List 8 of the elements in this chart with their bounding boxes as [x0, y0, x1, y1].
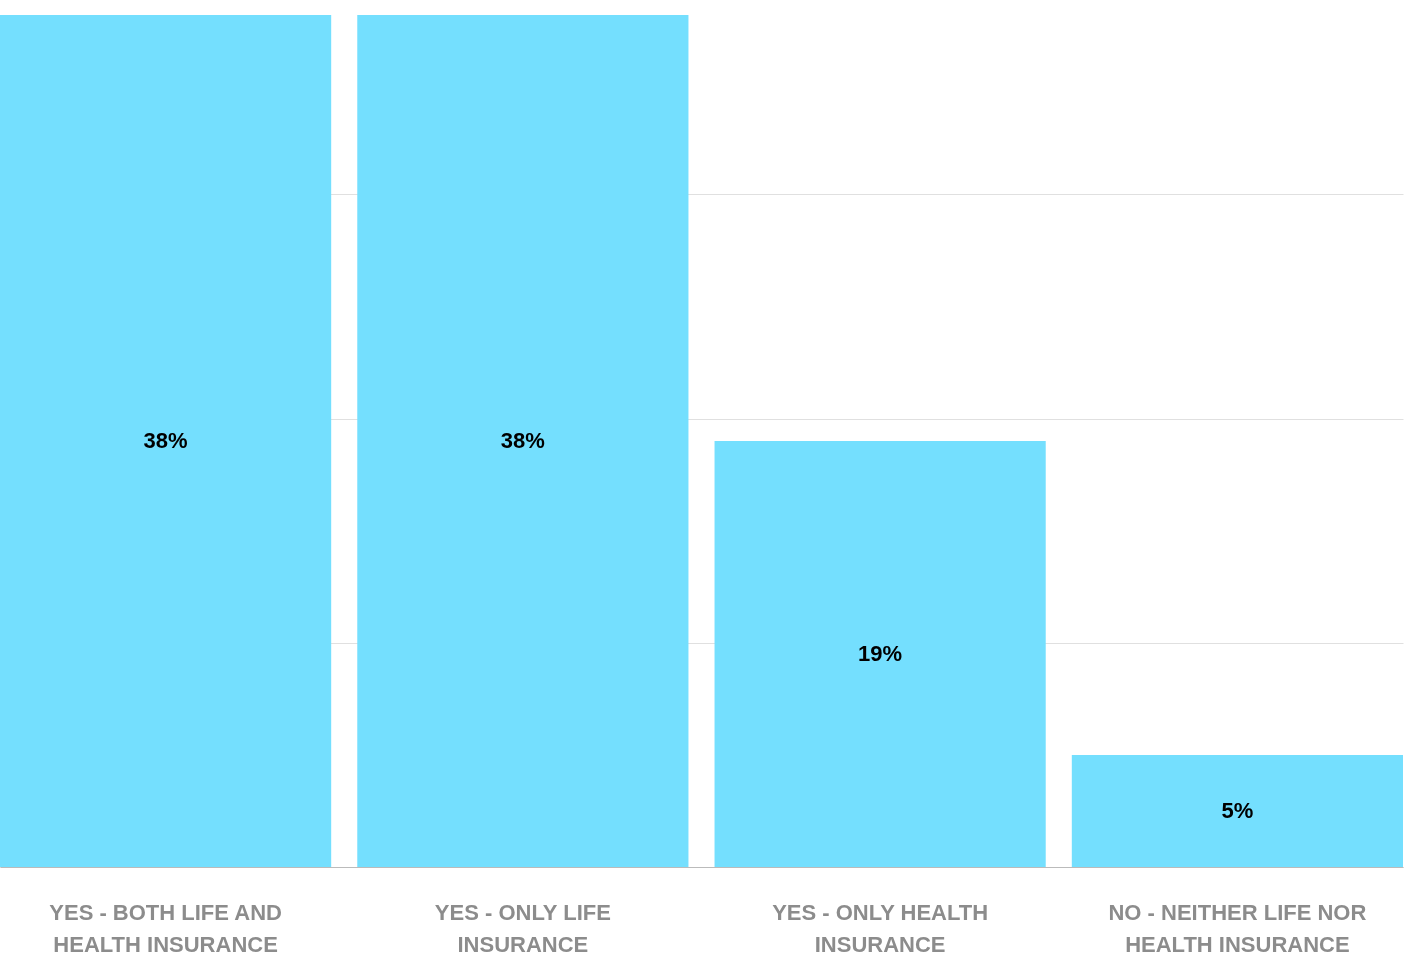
x-tick-label: YES - ONLY HEALTH INSURANCE [772, 900, 989, 957]
data-label: 38% [143, 428, 188, 453]
data-label: 5% [1221, 797, 1254, 823]
x-tick-label: NO - NEITHER LIFE NOR HEALTH INSURANCE [1108, 900, 1367, 957]
x-tick-label: YES - BOTH LIFE AND HEALTH INSURANCE [49, 900, 282, 957]
data-label: 38% [500, 428, 545, 453]
data-label: 19% [858, 641, 903, 666]
x-tick-label: YES - ONLY LIFE INSURANCE [434, 900, 611, 957]
